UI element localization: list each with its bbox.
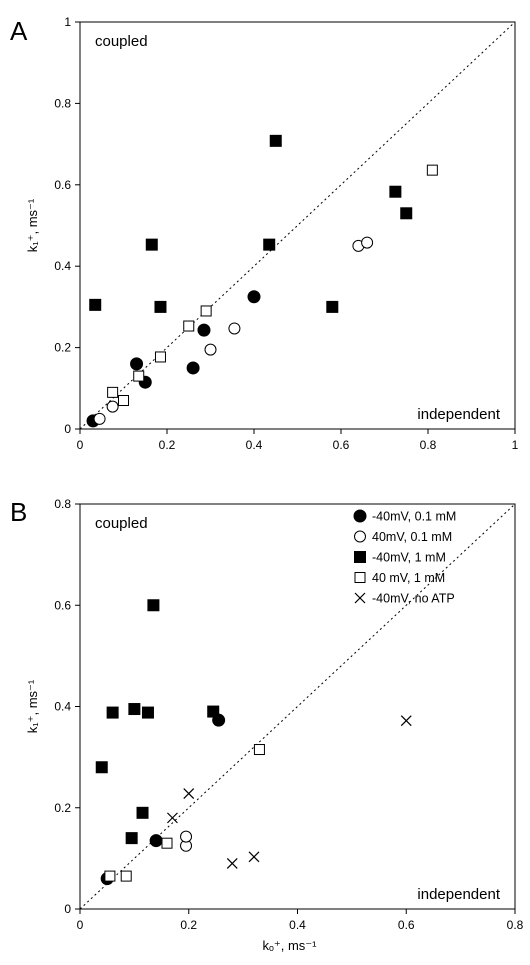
panel-b-x-tick-label: 0.4 [289,918,306,932]
panel-b-legend-marker-open-square [354,572,366,583]
panel-b-x-axis-label: kₒ⁺, ms⁻¹ [262,938,317,953]
panel-b-identity-line [79,503,516,910]
panel-a-point-open-square [154,351,166,363]
panel-a-point-open-circle [204,343,217,356]
panel-a-y-tick-label: 0.2 [54,341,71,355]
panel-a-point-open-circle [228,322,241,335]
panel-a-point-filled-square [269,134,282,147]
panel-a-letter: A [10,16,28,46]
panel-a-x-tick-label: 0.8 [420,438,437,452]
panel-a-point-filled-square [389,185,402,198]
panel-a-point-open-square [133,370,145,382]
panel-b-point-cross [167,812,178,824]
panel-b-y-axis-label: k₁⁺, ms⁻¹ [25,679,40,733]
panel-a-y-tick-label: 0.8 [54,96,71,110]
panel-a-point-open-square [107,386,119,398]
panel-a: 0 0.2 0.4 0.6 0.8 1 0 0.2 0.4 0.6 0.8 1 A coupled inde… [10,15,519,452]
panel-a-point-open-square [426,164,438,176]
panel-a-point-filled-square [400,207,413,220]
panel-b-point-open-square [253,744,265,756]
panel-b-y-tick-label: 0.4 [54,700,71,714]
panel-b-point-open-square [120,870,132,882]
panel-b-legend-marker-filled-circle [353,509,367,523]
panel-a-point-filled-square [89,298,102,311]
panel-b-legend-marker-open-circle [354,530,366,543]
panel-a-coupled-label: coupled [95,33,148,50]
panel-b-x-tick-label: 0.6 [398,918,415,932]
panel-a-y-axis-label: k₁⁺, ms⁻¹ [25,198,40,252]
panel-b-legend: -40mV, 0.1 mM 40mV, 0.1 mM -40mV, 1 mM 40 m… [353,509,456,606]
panel-b-legend-marker-filled-square [354,551,366,563]
panel-b-point-cross [183,788,195,799]
panel-b-x-tick-label: 0 [77,918,84,932]
panel-b-y-tick-label: 0 [64,902,71,916]
panel-a-x-tick-label: 0.2 [159,438,176,452]
panel-a-point-filled-circle [197,323,211,337]
panel-a-point-filled-square [145,238,158,251]
panel-a-y-tick-label: 0.6 [54,178,71,192]
panel-b-point-filled-square [147,599,160,612]
panel-a-point-open-square [118,395,129,407]
panel-a-point-open-circle [106,400,119,413]
panel-b-point-filled-square [136,806,149,819]
panel-a-y-tick-label: 1 [64,15,71,29]
panel-b-legend-marker-cross [354,592,366,604]
panel-a-point-filled-circle [130,357,144,371]
panel-a-point-open-circle [361,236,374,249]
panel-b-legend-entry: 40mV, 0.1 mM [372,530,452,544]
panel-b-independent-label: independent [417,886,500,903]
panel-a-y-tick-label: 0.4 [54,259,71,273]
panel-b-legend-entry: -40mV, 1 mM [372,551,446,565]
panel-b-point-cross [400,715,412,727]
panel-b-y-tick-label: 0.6 [54,598,71,612]
panel-b-coupled-label: coupled [95,515,148,532]
panel-a-y-tick-label: 0 [64,422,71,436]
panel-b-x-tick-label: 0.8 [507,918,524,932]
panel-b-point-filled-square [125,832,138,845]
panel-a-identity-line [79,21,516,430]
panel-a-point-filled-square [263,238,276,251]
panel-b: 0 0.2 0.4 0.6 0.8 0 0.2 0.4 0.6 0.8 B coupled indepe… [10,497,524,953]
panel-b-legend-entry: 40 mV, 1 mM [372,571,445,585]
panel-b-point-filled-square [128,703,141,716]
panel-b-x-tick-label: 0.2 [180,918,197,932]
panel-a-x-tick-label: 0.6 [333,438,350,452]
panel-b-legend-entry: -40mV, no ATP [372,592,455,606]
panel-b-point-filled-circle [149,834,163,848]
panel-b-point-cross [248,851,260,863]
panel-b-legend-entry: -40mV, 0.1 mM [372,510,456,524]
panel-a-point-filled-circle [247,290,261,304]
panel-b-point-open-square [104,870,116,882]
panel-a-point-open-circle [93,412,106,425]
panel-b-y-tick-label: 0.8 [54,497,71,511]
panel-b-point-filled-square [106,706,119,719]
panel-a-plot-frame [79,21,516,430]
panel-b-point-cross [226,858,238,869]
panel-b-point-filled-square [141,706,154,719]
panel-a-point-open-square [200,305,212,317]
panel-a-x-tick-label: 0 [77,438,84,452]
panel-a-independent-label: independent [417,406,500,423]
panel-a-point-filled-square [326,300,339,313]
panel-a-point-filled-circle [186,361,200,375]
panel-b-point-open-circle [180,830,193,843]
panel-b-point-open-square [161,837,173,849]
panel-a-point-open-square [183,320,195,332]
panel-b-letter: B [10,497,27,527]
panel-a-x-tick-label: 1 [512,438,519,452]
panel-a-point-filled-square [154,300,167,313]
panel-a-x-tick-label: 0.4 [246,438,263,452]
panel-b-point-filled-square [95,761,108,774]
panel-b-y-tick-label: 0.2 [54,801,71,815]
panel-b-point-filled-square [207,705,220,718]
